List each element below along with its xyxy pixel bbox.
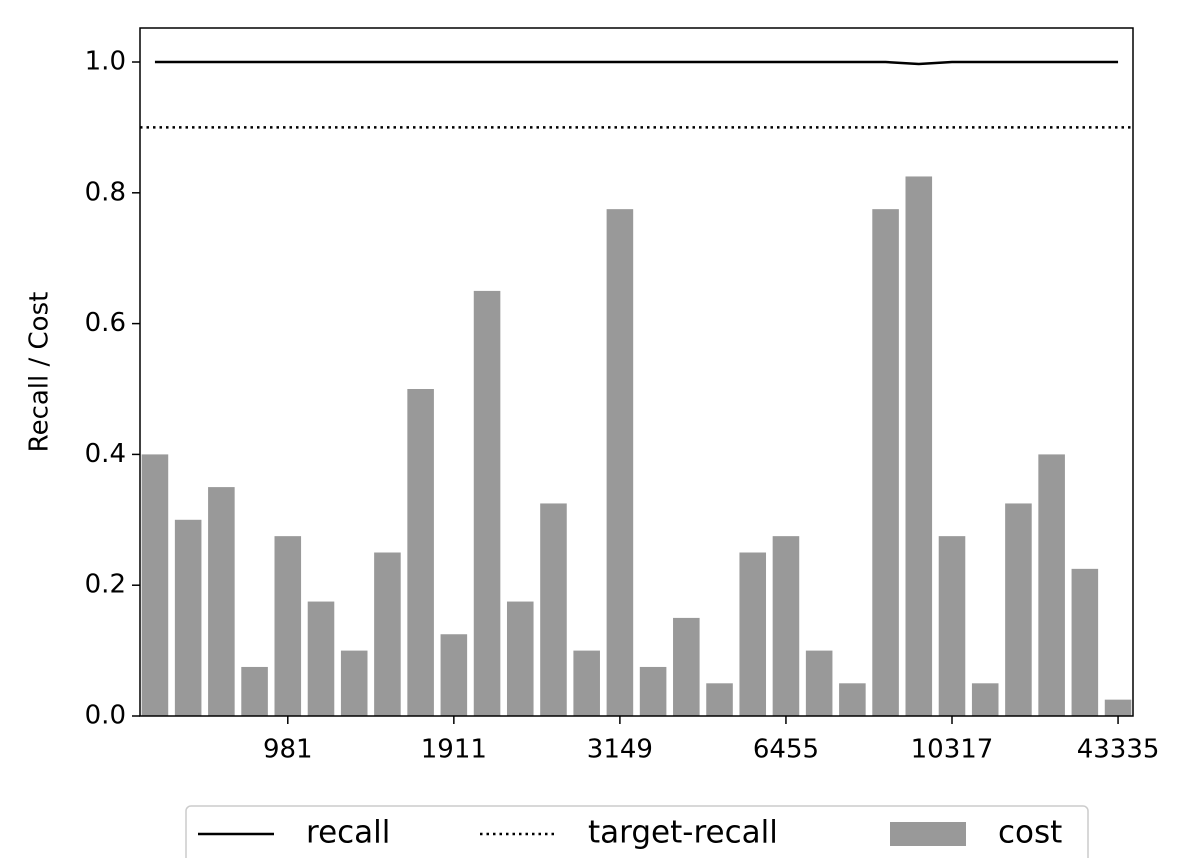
x-tick-label: 3149 xyxy=(587,735,653,765)
y-tick-label: 0.8 xyxy=(85,177,126,207)
legend-label: cost xyxy=(998,815,1062,851)
bar xyxy=(1038,454,1065,716)
bar xyxy=(573,650,600,716)
bar xyxy=(905,176,933,716)
bar xyxy=(506,601,534,716)
y-tick-label: 0.6 xyxy=(85,308,126,338)
y-tick-label: 0.0 xyxy=(85,701,126,731)
bar xyxy=(440,634,468,716)
x-tick-label: 10317 xyxy=(911,735,994,765)
bar xyxy=(241,666,268,716)
bar xyxy=(407,389,434,716)
bar xyxy=(639,666,667,716)
bar xyxy=(174,519,202,716)
y-tick-label: 1.0 xyxy=(85,47,126,77)
legend-swatch xyxy=(890,822,966,846)
x-tick-label: 6455 xyxy=(753,735,819,765)
bar xyxy=(805,650,833,716)
bar xyxy=(1104,699,1132,716)
bar xyxy=(540,503,567,716)
bar xyxy=(739,552,767,716)
legend-box xyxy=(185,805,1089,858)
bar xyxy=(673,617,700,716)
bar xyxy=(938,536,966,716)
legend-label: target-recall xyxy=(588,815,778,851)
line xyxy=(154,60,1119,66)
bar xyxy=(772,536,800,716)
bar xyxy=(1005,503,1032,716)
bar xyxy=(606,209,634,717)
y-tick-label: 0.4 xyxy=(85,439,126,469)
bar xyxy=(473,290,501,716)
bar xyxy=(706,683,733,716)
y-tick-label: 0.2 xyxy=(85,570,126,600)
bar xyxy=(971,683,999,716)
x-tick-label: 43335 xyxy=(1077,735,1160,765)
bar xyxy=(872,209,899,717)
bar xyxy=(839,683,866,716)
legend-label: recall xyxy=(306,815,390,851)
x-tick-label: 1911 xyxy=(421,735,487,765)
bar xyxy=(208,487,235,716)
bar xyxy=(340,650,368,716)
bar xyxy=(141,454,169,716)
bar xyxy=(374,552,401,716)
plot-frame xyxy=(139,27,1134,717)
bar xyxy=(1071,568,1099,716)
x-tick-label: 981 xyxy=(263,735,313,765)
y-axis-label: Recall / Cost xyxy=(25,292,55,453)
bar xyxy=(274,536,302,716)
bar xyxy=(307,601,335,716)
